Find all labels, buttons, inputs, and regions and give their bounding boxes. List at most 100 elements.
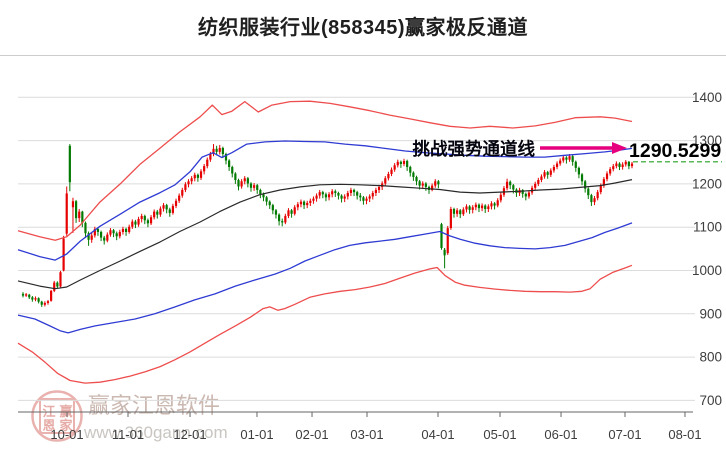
watermark: 江 赢 恩 家 赢家江恩软件 www.360gann.com [31, 390, 228, 442]
candle-body [474, 204, 477, 208]
x-axis-label: 03-01 [350, 427, 383, 442]
candle-body [618, 163, 621, 168]
candle-body [565, 157, 568, 160]
candle-body [184, 184, 187, 190]
candle-body [43, 302, 46, 305]
candle-body [174, 200, 178, 206]
candle-body [499, 194, 502, 201]
candle-body [265, 197, 268, 202]
candle-body [306, 202, 309, 206]
candle-body [552, 167, 556, 171]
candle-body [40, 301, 43, 305]
candle-body [96, 228, 100, 232]
candle-body [477, 204, 481, 209]
candle-body [218, 147, 221, 152]
candle-body [271, 205, 274, 211]
candle-body [146, 220, 150, 224]
candle-body [612, 166, 615, 170]
candle-body [462, 209, 465, 215]
x-axis-label: 07-01 [608, 427, 641, 442]
candle-body [555, 163, 559, 168]
candle-body [50, 290, 53, 301]
candle-body [259, 189, 262, 195]
candle-body [577, 167, 581, 175]
x-axis-label: 04-01 [421, 427, 454, 442]
candle-body [99, 231, 103, 238]
candle-body [290, 210, 293, 214]
candle-body [93, 228, 96, 236]
candle-body [137, 218, 140, 225]
candle-body [487, 206, 490, 210]
candle-body [459, 210, 462, 215]
y-axis-label: 1300 [692, 133, 722, 148]
candle-body [59, 272, 62, 287]
candle-body [243, 178, 246, 182]
y-axis-label: 1200 [692, 176, 722, 191]
candle-body [562, 157, 565, 161]
candle-body [434, 181, 437, 186]
candle-body [156, 211, 159, 215]
candle-body [431, 185, 434, 190]
candle-body [415, 176, 418, 182]
candle-body [590, 195, 593, 203]
candle-body [621, 164, 624, 168]
candle-body [331, 191, 334, 195]
candle-body [359, 195, 362, 198]
candle-body [543, 172, 546, 177]
x-axis-label: 10-01 [50, 427, 83, 442]
candle-body [334, 191, 337, 193]
candle-body [21, 293, 25, 296]
candle-body [574, 161, 577, 168]
candle-body [327, 194, 331, 198]
candle-body [159, 208, 162, 215]
candle-body [115, 233, 118, 237]
candle-body [277, 214, 281, 222]
candle-body [31, 297, 34, 300]
candle-body [56, 282, 59, 287]
candle-body [371, 192, 374, 197]
black-mid-channel-line [17, 179, 633, 290]
candle-body [224, 154, 228, 161]
candle-body [437, 181, 440, 185]
svg-text:恩: 恩 [42, 418, 55, 433]
candle-body [78, 211, 81, 219]
candle-body [153, 211, 156, 218]
y-axis-label: 1000 [692, 263, 722, 278]
candle-body [149, 217, 153, 224]
candle-body [549, 170, 552, 175]
candle-body [181, 189, 184, 196]
candle-body [203, 166, 206, 172]
candle-body [34, 298, 37, 300]
watermark-seal-logo: 江 赢 恩 家 [31, 390, 83, 442]
candle-body [315, 195, 318, 199]
candle-body [521, 189, 524, 194]
candle-body [627, 161, 630, 167]
candle-body [268, 201, 271, 206]
candle-body [571, 156, 574, 162]
candle-body [293, 207, 296, 214]
candle-body [128, 226, 131, 232]
candle-body [596, 192, 599, 199]
candle-body [299, 201, 303, 205]
candle-body [196, 174, 199, 178]
candle-body [480, 205, 484, 209]
candle-body [309, 200, 312, 203]
candle-body [580, 174, 584, 182]
candle-body [602, 179, 605, 186]
candle-body [409, 167, 412, 173]
x-axis-label: 08-01 [668, 427, 701, 442]
candle-body [140, 215, 143, 219]
candle-body [240, 181, 243, 187]
candle-body [446, 228, 449, 254]
candle-body [121, 228, 125, 232]
candle-body [374, 189, 378, 193]
candle-body [237, 180, 240, 187]
watermark-url: www.360gann.com [83, 423, 228, 442]
candle-body [90, 235, 93, 240]
candle-body [134, 221, 137, 225]
candle-body [281, 221, 284, 223]
candle-body [106, 234, 109, 241]
plot-area[interactable]: 1400 1300 1200 1100 1000 900 800 700 10-01 11-01 1… [17, 90, 722, 442]
candle-body [190, 178, 193, 182]
